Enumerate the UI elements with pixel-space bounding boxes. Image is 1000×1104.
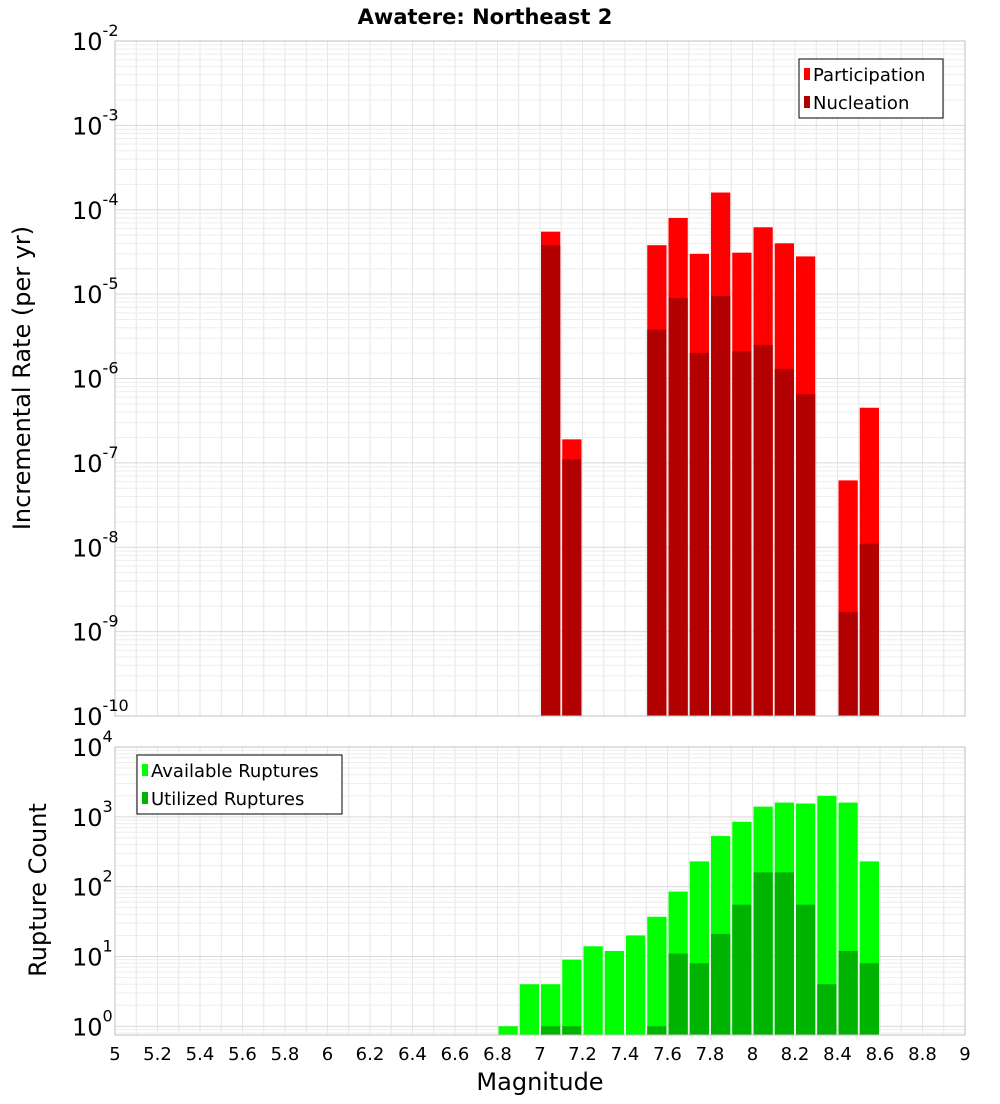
top-y-tick-label: 10-2 <box>72 21 119 56</box>
top-legend-label: Nucleation <box>813 93 909 114</box>
top-y-tick-label: 10-5 <box>72 274 119 309</box>
bottom-bar-series1 <box>562 959 582 1035</box>
top-bar-series2 <box>711 296 731 716</box>
chart-title: Awatere: Northeast 2 <box>358 5 613 29</box>
bottom-bar-series2 <box>668 953 688 1035</box>
top-y-tick-label: 10-7 <box>72 443 119 478</box>
top-bar-series2 <box>753 344 773 716</box>
top-legend-swatch <box>804 68 810 80</box>
bottom-bar-series2 <box>838 950 858 1035</box>
top-bar-series2 <box>774 368 794 716</box>
top-legend-box <box>798 58 944 119</box>
x-axis-label: Magnitude <box>476 1068 603 1096</box>
x-tick-label: 5.4 <box>186 1044 215 1065</box>
top-panel: 10-10 10-9 10-8 10-7 10-6 10-5 10-4 10-3 10-2 Par… <box>72 21 966 731</box>
top-bar-series2 <box>838 612 858 716</box>
bottom-bar-series2 <box>541 1026 561 1035</box>
top-bar-series2 <box>689 353 709 716</box>
bottom-bar-series2 <box>753 872 773 1035</box>
bottom-bar-series2 <box>711 933 731 1035</box>
bottom-bar-series1 <box>541 984 561 1035</box>
x-tick-label: 5.2 <box>143 1044 172 1065</box>
top-bar-series2 <box>859 543 879 716</box>
top-y-tick-label: 10-8 <box>72 527 119 562</box>
top-y-ticks: 10-10 10-9 10-8 10-7 10-6 10-5 10-4 10-3 10-2 <box>72 21 129 731</box>
x-tick-label: 7.4 <box>611 1044 640 1065</box>
top-bar-series2 <box>732 351 752 716</box>
bottom-bar-series2 <box>562 1026 582 1035</box>
x-tick-label: 7.8 <box>696 1044 725 1065</box>
top-y-tick-label: 10-10 <box>72 696 129 731</box>
x-tick-label: 8.6 <box>866 1044 895 1065</box>
top-y-axis-label: Incremental Rate (per yr) <box>8 226 36 530</box>
bottom-bar-series2 <box>689 963 709 1035</box>
top-y-tick-label: 10-4 <box>72 190 119 225</box>
top-legend-swatch <box>804 96 810 108</box>
bottom-legend-label: Utilized Ruptures <box>151 789 304 810</box>
x-tick-label: 8 <box>747 1044 758 1065</box>
x-tick-label: 7.2 <box>568 1044 597 1065</box>
x-tick-label: 6.6 <box>441 1044 470 1065</box>
bottom-y-axis-label: Rupture Count <box>24 803 52 977</box>
bottom-y-ticks: 100 101 102 103 104 <box>72 727 113 1041</box>
x-ticks: 5 5.2 5.4 5.6 5.8 6 6.2 6.4 6.6 6.8 7 7.2 7.4 7.6 7.8 8… <box>109 1044 970 1065</box>
x-tick-label: 8.2 <box>781 1044 810 1065</box>
bottom-bar-series2 <box>817 984 837 1035</box>
top-y-tick-label: 10-9 <box>72 612 119 647</box>
x-tick-label: 5.6 <box>228 1044 257 1065</box>
top-legend: Participation Nucleation <box>798 58 944 119</box>
top-y-tick-label: 10-3 <box>72 105 119 140</box>
top-bar-series2 <box>541 245 561 717</box>
bottom-bar-series1 <box>519 984 539 1035</box>
bottom-bars <box>498 795 879 1035</box>
bottom-bar-series1 <box>498 1026 518 1035</box>
bottom-bar-series1 <box>626 935 646 1035</box>
x-tick-label: 5.8 <box>271 1044 300 1065</box>
bottom-panel: 100 101 102 103 104 Available Ruptures Utilize… <box>72 727 971 1065</box>
bottom-y-tick-label: 103 <box>72 797 113 832</box>
x-tick-label: 6.2 <box>356 1044 385 1065</box>
bottom-bar-series2 <box>859 963 879 1035</box>
top-grid <box>114 41 966 717</box>
top-bars <box>541 192 879 717</box>
bottom-bar-series1 <box>647 916 667 1035</box>
bottom-bar-series2 <box>732 904 752 1035</box>
bottom-y-tick-label: 104 <box>72 727 113 762</box>
bottom-bar-series1 <box>817 795 837 1035</box>
bottom-y-tick-label: 101 <box>72 936 113 971</box>
top-bar-series2 <box>647 329 667 716</box>
top-frame <box>114 40 966 717</box>
x-tick-label: 5 <box>109 1044 120 1065</box>
bottom-legend-label: Available Ruptures <box>151 761 319 782</box>
x-tick-label: 9 <box>959 1044 970 1065</box>
top-bar-series2 <box>668 297 688 716</box>
bottom-legend-swatch <box>142 764 148 776</box>
x-tick-label: 7.6 <box>653 1044 682 1065</box>
bottom-bar-series2 <box>774 872 794 1035</box>
x-tick-label: 7 <box>534 1044 545 1065</box>
bottom-y-tick-label: 100 <box>72 1006 113 1041</box>
bottom-frame <box>114 746 966 1036</box>
bottom-bar-series1 <box>583 946 603 1035</box>
bottom-y-tick-label: 102 <box>72 867 113 902</box>
x-tick-label: 6.4 <box>398 1044 427 1065</box>
top-legend-label: Participation <box>813 65 925 86</box>
bottom-bar-series1 <box>604 950 624 1035</box>
x-tick-label: 8.4 <box>823 1044 852 1065</box>
bottom-bar-series2 <box>796 904 816 1035</box>
top-bar-series2 <box>562 459 582 716</box>
bottom-legend-swatch <box>142 792 148 804</box>
bottom-legend: Available Ruptures Utilized Ruptures <box>136 754 343 815</box>
top-bar-series2 <box>796 394 816 716</box>
top-y-tick-label: 10-6 <box>72 359 119 394</box>
x-tick-label: 6.8 <box>483 1044 512 1065</box>
bottom-bar-series2 <box>647 1026 667 1035</box>
x-tick-label: 8.8 <box>908 1044 937 1065</box>
bottom-legend-box <box>136 754 343 815</box>
x-tick-label: 6 <box>322 1044 333 1065</box>
